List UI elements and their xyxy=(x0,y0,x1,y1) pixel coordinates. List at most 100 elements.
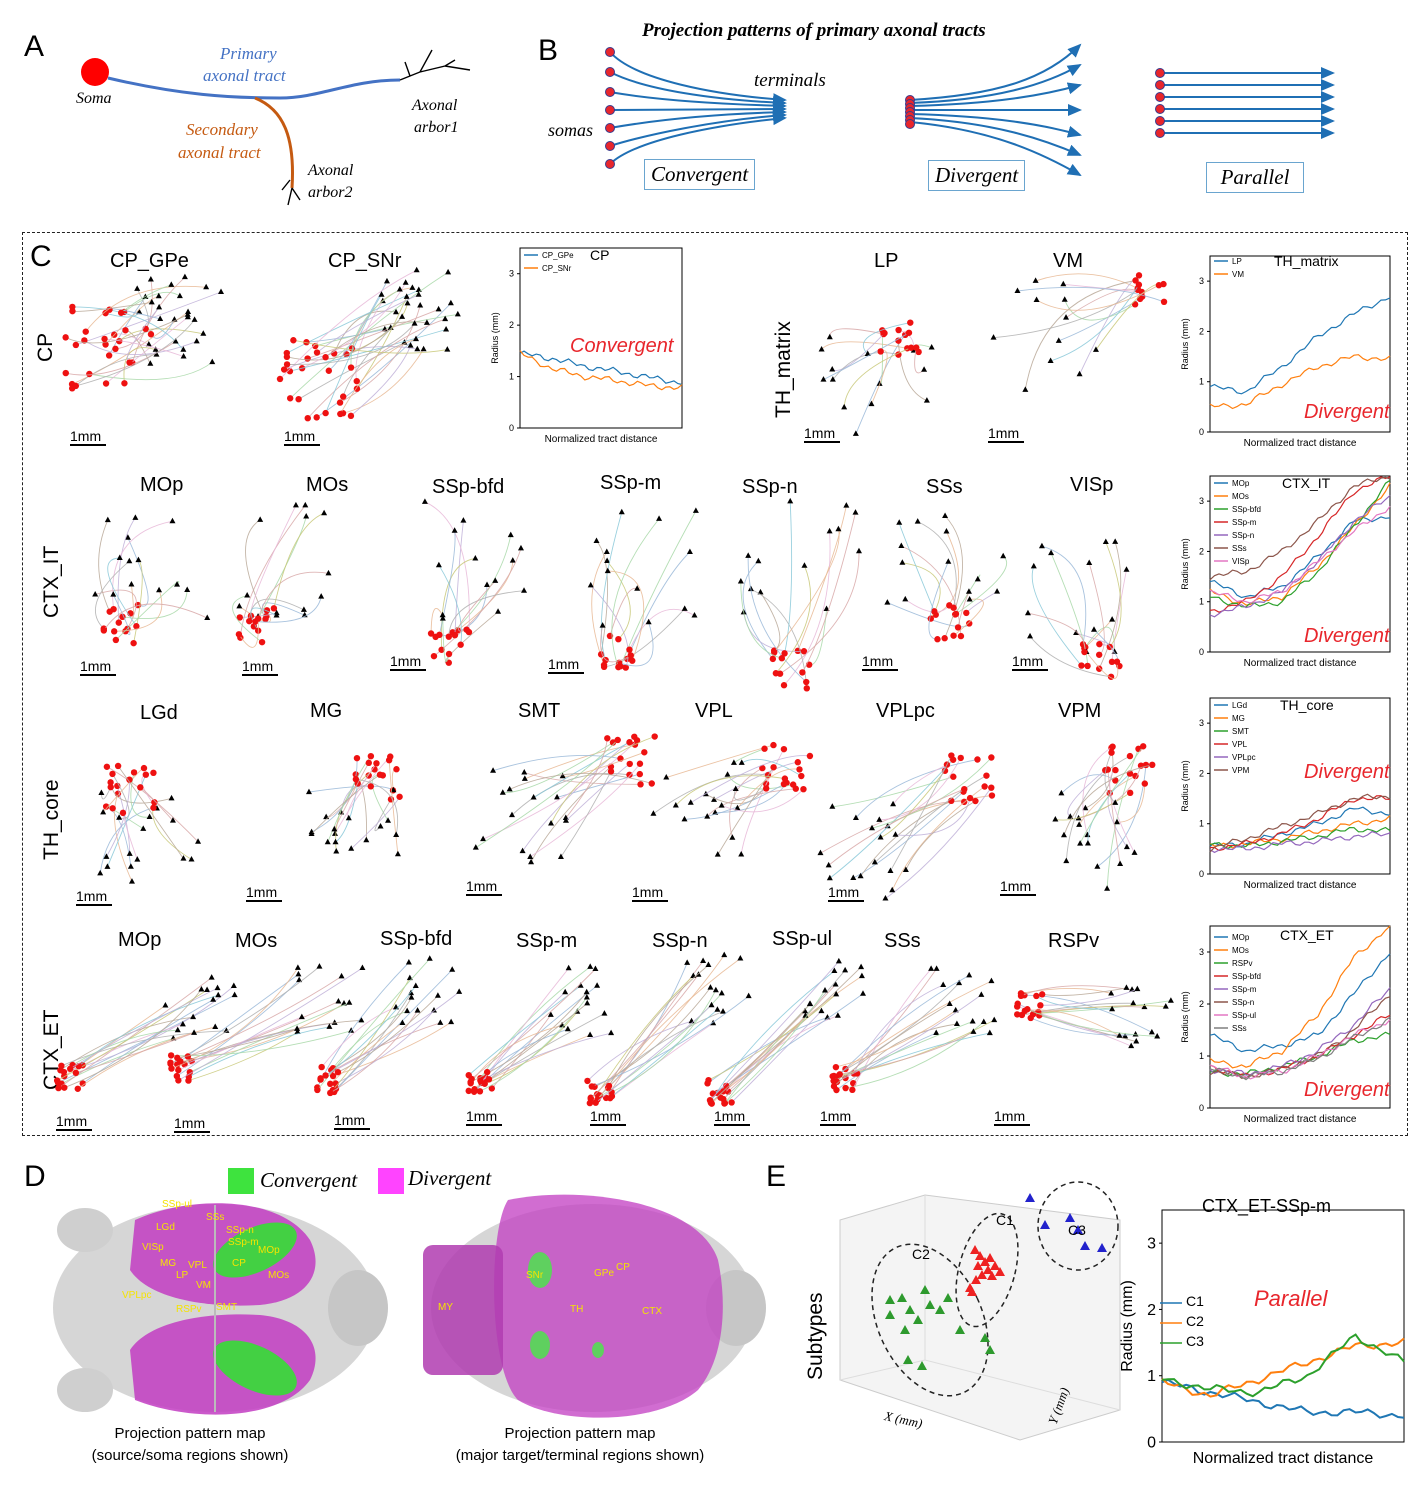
soma-marker xyxy=(430,652,438,660)
scale-bar-label: 1mm xyxy=(466,878,498,894)
terminal-marker xyxy=(521,587,528,593)
soma-marker xyxy=(800,648,808,655)
terminal-marker xyxy=(1116,1032,1123,1038)
soma-marker xyxy=(806,752,814,760)
soma-marker xyxy=(258,638,266,646)
scale-bar xyxy=(1012,669,1048,671)
arbor2-label-2: arbor2 xyxy=(308,184,353,201)
soma-marker xyxy=(69,307,76,315)
terminal-marker xyxy=(448,1018,455,1025)
soma-marker xyxy=(119,809,127,817)
terminal-marker xyxy=(257,516,264,522)
title-it-sspbfd: SSp-bfd xyxy=(432,476,505,498)
brain-map-target xyxy=(423,1194,766,1418)
legend-label: SSp-ul xyxy=(1232,1011,1256,1020)
title-et-sspm: SSp-m xyxy=(516,930,578,952)
legend-label: VPLpc xyxy=(1232,753,1256,762)
convergent-somas xyxy=(605,47,615,169)
terminal-marker xyxy=(857,872,864,879)
terminal-marker xyxy=(155,292,162,299)
caption-right-1: Projection pattern map xyxy=(504,1425,656,1442)
secondary-label-2: axonal tract xyxy=(178,143,261,162)
terminal-marker xyxy=(302,501,309,508)
terminal-marker xyxy=(821,987,828,993)
terminal-marker xyxy=(1092,346,1099,352)
soma-marker xyxy=(849,1086,856,1094)
soma-marker xyxy=(347,412,355,420)
terminal-marker xyxy=(974,575,981,582)
soma-marker xyxy=(304,414,311,422)
terminal-marker xyxy=(1076,821,1083,827)
soma-marker xyxy=(759,764,766,772)
terminal-marker xyxy=(877,833,884,840)
terminal-marker xyxy=(97,869,104,876)
terminal-marker xyxy=(399,1019,406,1025)
primary-tract xyxy=(107,76,401,100)
soma-marker xyxy=(107,779,114,786)
terminal-marker xyxy=(688,1017,695,1024)
somas-label: somas xyxy=(548,120,594,140)
terminal-marker xyxy=(834,1012,841,1018)
region-label: CTX xyxy=(642,1306,662,1317)
terminal-marker xyxy=(1154,1032,1161,1039)
scale-bar xyxy=(284,444,320,446)
terminal-marker xyxy=(1123,984,1130,990)
title-core-vplpc: VPLpc xyxy=(876,700,935,722)
terminal-marker xyxy=(230,982,237,989)
terminal-marker xyxy=(852,814,859,821)
legend-label: MOs xyxy=(1232,946,1249,955)
soma-marker xyxy=(587,1095,594,1103)
terminal-marker xyxy=(986,1029,993,1036)
caption-right-2: (major target/terminal regions shown) xyxy=(455,1447,705,1464)
chart-title: CTX_ET xyxy=(1280,927,1334,943)
terminal-marker xyxy=(802,1012,809,1018)
soma-marker xyxy=(463,626,470,633)
soma-marker xyxy=(607,768,615,775)
scale-bar xyxy=(466,1124,502,1126)
terminal-marker xyxy=(1122,1032,1129,1039)
chart-title: CTX_ET-SSp-m xyxy=(1202,1196,1331,1217)
terminal-marker xyxy=(557,853,564,859)
terminal-marker xyxy=(745,992,752,999)
terminal-marker xyxy=(737,577,744,584)
terminal-marker xyxy=(415,286,422,293)
chart-ctx-it: 0 1 2 3 Radius (mm) Normalized tract distance… xyxy=(1180,475,1391,669)
terminal-marker xyxy=(412,982,419,988)
scale-bar xyxy=(590,1124,626,1126)
chart-th-core: 0 1 2 3 Radius (mm) Normalized tract distance… xyxy=(1180,697,1391,891)
soma-marker xyxy=(353,377,360,385)
soma-marker xyxy=(322,1072,329,1079)
tract-bundle xyxy=(276,266,461,422)
soma-marker xyxy=(1132,277,1139,284)
terminal-marker xyxy=(868,400,875,407)
series-line-VM xyxy=(1209,354,1391,410)
scale-bar xyxy=(804,441,840,443)
soma-marker xyxy=(988,792,996,799)
terminal-marker xyxy=(294,1028,301,1035)
soma-marker xyxy=(1132,772,1139,780)
soma-marker xyxy=(142,325,149,333)
primary-label-2: axonal tract xyxy=(203,66,286,85)
soma-marker xyxy=(721,1099,729,1107)
soma-marker xyxy=(137,784,144,791)
soma-marker xyxy=(313,414,320,421)
chart-title: CP xyxy=(590,247,609,263)
legend-label: RSPv xyxy=(1232,959,1252,968)
soma-marker xyxy=(451,631,459,639)
soma-marker xyxy=(367,752,375,760)
scale-bar xyxy=(246,900,282,902)
scale-bar-label: 1mm xyxy=(590,1108,622,1124)
terminal-marker xyxy=(145,341,152,347)
terminal-marker xyxy=(1024,609,1031,616)
plot-frame xyxy=(1209,255,1391,433)
terminal-marker xyxy=(273,611,280,618)
soma-marker xyxy=(72,341,80,349)
terminal-marker xyxy=(817,849,824,856)
soma-marker xyxy=(627,652,635,659)
soma-marker xyxy=(769,655,777,663)
terminal-marker xyxy=(296,976,303,983)
tract-bundle xyxy=(818,319,935,436)
terminal-marker xyxy=(492,577,499,583)
chart-cp: 0 1 2 3 Radius (mm) Normalized tract distance… xyxy=(490,247,683,445)
terminal-marker xyxy=(406,974,413,981)
